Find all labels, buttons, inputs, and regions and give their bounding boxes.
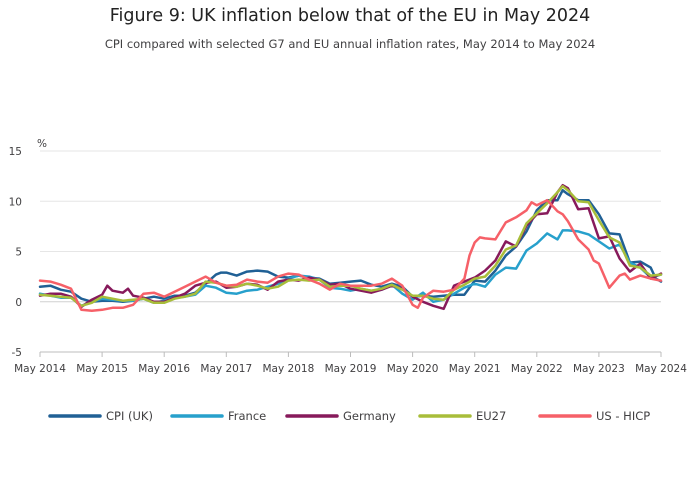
gridlines bbox=[40, 150, 661, 353]
legend-label: Germany bbox=[343, 409, 396, 423]
x-tick-label: May 2017 bbox=[200, 363, 252, 375]
series-line-us-hicp bbox=[38, 198, 663, 313]
x-tick-label: May 2022 bbox=[511, 363, 563, 375]
x-tick-label: May 2021 bbox=[449, 363, 501, 375]
x-tick-label: May 2019 bbox=[325, 363, 377, 375]
axes: -5 0 5 10 15 May 2014 May 2015 May 2016 May 2017… bbox=[9, 146, 688, 375]
y-tick-label: 0 bbox=[15, 297, 22, 309]
y-tick-label: -5 bbox=[12, 347, 22, 359]
legend: CPI (UK) France Germany EU27 US - HICP bbox=[48, 409, 650, 423]
y-tick-label: 15 bbox=[9, 146, 22, 158]
series-line-cpi-uk bbox=[38, 188, 663, 304]
x-tick-label: May 2023 bbox=[573, 363, 625, 375]
x-tick-label: May 2020 bbox=[387, 363, 439, 375]
series-lines bbox=[38, 183, 663, 313]
chart-title: Figure 9: UK inflation below that of the… bbox=[109, 6, 591, 26]
x-tick-label: May 2016 bbox=[138, 363, 190, 375]
legend-label: EU27 bbox=[476, 409, 506, 423]
series-line-eu27 bbox=[38, 184, 663, 308]
x-tick-label: May 2024 bbox=[635, 363, 687, 375]
legend-label: France bbox=[228, 409, 266, 423]
chart-subtitle: CPI compared with selected G7 and EU ann… bbox=[104, 37, 596, 51]
x-tick-label: May 2018 bbox=[263, 363, 315, 375]
x-tick-label: May 2015 bbox=[76, 363, 128, 375]
x-tick-label: May 2014 bbox=[14, 363, 66, 375]
y-tick-label: 10 bbox=[9, 196, 22, 208]
y-axis-unit-label: % bbox=[37, 138, 47, 150]
legend-label: CPI (UK) bbox=[106, 409, 153, 423]
y-tick-label: 5 bbox=[15, 247, 22, 259]
legend-label: US - HICP bbox=[596, 409, 650, 423]
